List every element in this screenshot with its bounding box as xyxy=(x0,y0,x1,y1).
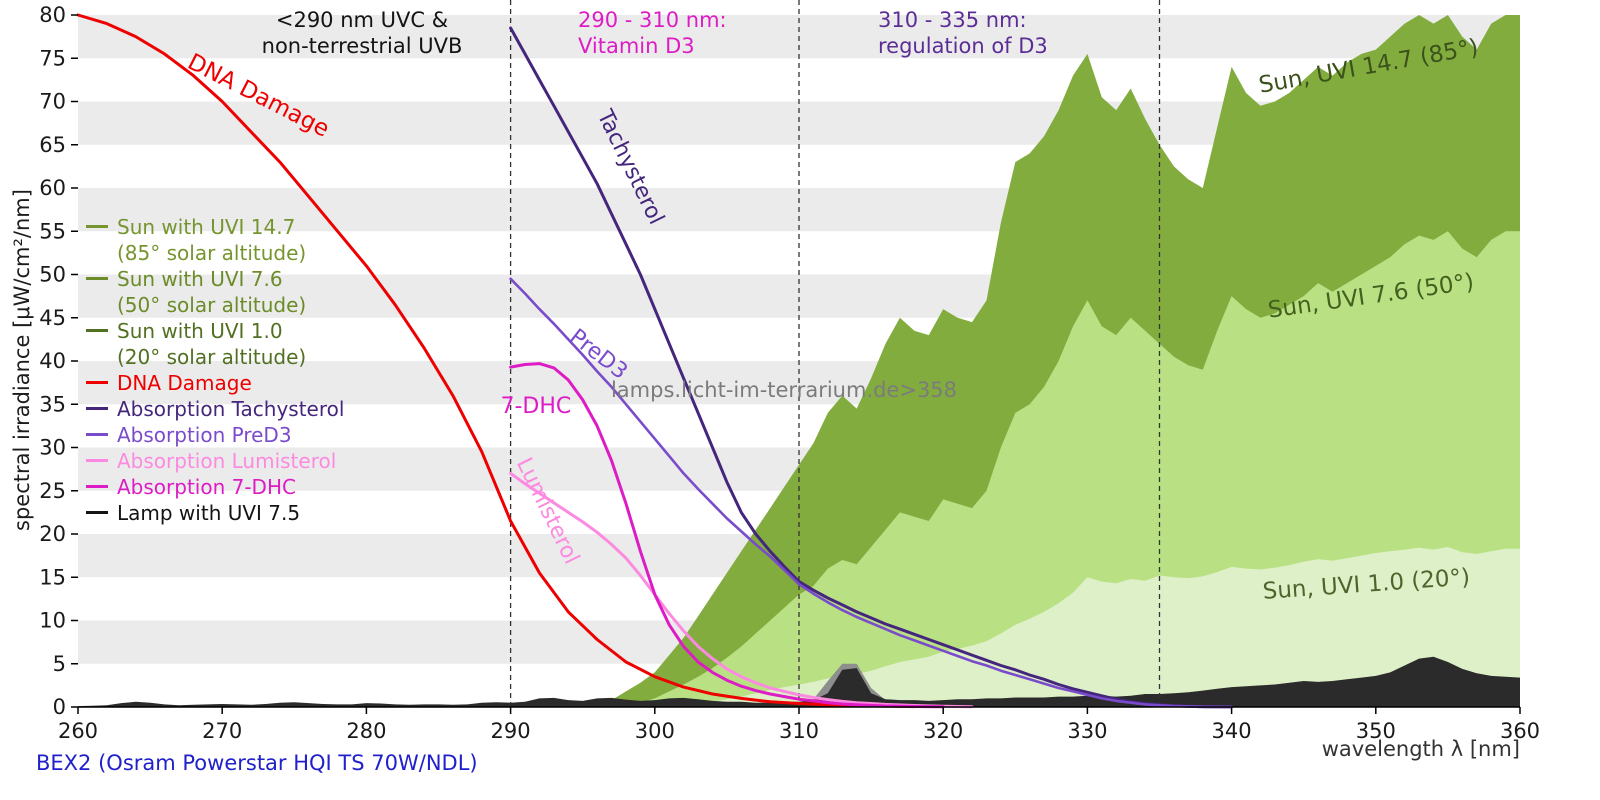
legend-item: DNA Damage xyxy=(86,370,344,396)
y-tick-label: 30 xyxy=(39,436,66,460)
x-tick-label: 330 xyxy=(1067,719,1107,743)
region-annotation: 310 - 335 nm: regulation of D3 xyxy=(878,8,1048,58)
legend-label: Absorption PreD3 xyxy=(117,423,292,447)
curve-label: 7-DHC xyxy=(501,394,572,419)
x-tick-label: 290 xyxy=(491,719,531,743)
legend-item: Absorption Tachysterol xyxy=(86,396,344,422)
series-absorption-pred3 xyxy=(509,277,1233,709)
series-dna-damage xyxy=(76,13,916,709)
x-tick-label: 300 xyxy=(635,719,675,743)
legend-label: Absorption 7-DHC xyxy=(117,475,296,499)
legend-sublabel: (85° solar altitude) xyxy=(117,241,307,265)
y-axis-title: spectral irradiance [μW/cm²/nm] xyxy=(10,189,34,531)
y-tick-label: 10 xyxy=(39,609,66,633)
region-annotation: 290 - 310 nm: Vitamin D3 xyxy=(578,8,727,58)
legend-swatch xyxy=(86,511,108,514)
y-tick-label: 35 xyxy=(39,392,66,416)
legend-sublabel: (20° solar altitude) xyxy=(117,345,307,369)
x-tick-label: 320 xyxy=(923,719,963,743)
legend-swatch xyxy=(86,329,108,332)
legend-swatch xyxy=(86,407,108,410)
x-tick-label: 270 xyxy=(202,719,242,743)
legend-label: Sun with UVI 14.7 xyxy=(117,215,296,239)
watermark: lamps.licht-im-terrarium.de>358 xyxy=(610,378,958,402)
legend-swatch xyxy=(86,381,108,384)
y-tick-label: 50 xyxy=(39,263,66,287)
legend-label: Absorption Lumisterol xyxy=(117,449,337,473)
legend-label: Sun with UVI 7.6 xyxy=(117,267,283,291)
x-axis-title: wavelength λ [nm] xyxy=(1321,737,1520,761)
y-tick-label: 65 xyxy=(39,133,66,157)
legend-item: Absorption 7-DHC xyxy=(86,474,344,500)
legend-item: Sun with UVI 1.0 xyxy=(86,318,344,344)
y-tick-label: 5 xyxy=(53,652,66,676)
x-tick-label: 280 xyxy=(346,719,386,743)
legend-label: Sun with UVI 1.0 xyxy=(117,319,283,343)
x-tick-label: 340 xyxy=(1212,719,1252,743)
legend-swatch xyxy=(86,277,108,280)
legend-item: Sun with UVI 14.7 xyxy=(86,214,344,240)
series-sun-uvi-1-0 xyxy=(683,547,1520,707)
y-tick-label: 60 xyxy=(39,176,66,200)
legend-sublabel: (50° solar altitude) xyxy=(117,293,307,317)
y-tick-label: 80 xyxy=(39,3,66,27)
region-annotation: <290 nm UVC & non-terrestrial UVB xyxy=(261,8,463,58)
y-tick-label: 70 xyxy=(39,90,66,114)
y-tick-label: 45 xyxy=(39,306,66,330)
series-absorption-7dhc xyxy=(509,362,945,709)
y-tick-label: 55 xyxy=(39,219,66,243)
lamp-name: BEX2 (Osram Powerstar HQI TS 70W/NDL) xyxy=(36,751,478,775)
legend-item: Absorption Lumisterol xyxy=(86,448,344,474)
legend-swatch xyxy=(86,225,108,228)
x-tick-label: 350 xyxy=(1356,719,1396,743)
legend-label: Lamp with UVI 7.5 xyxy=(117,501,301,525)
x-tick-label: 260 xyxy=(58,719,98,743)
series-absorption-lumisterol xyxy=(509,471,974,709)
legend-label: Absorption Tachysterol xyxy=(117,397,345,421)
y-tick-label: 40 xyxy=(39,349,66,373)
y-tick-label: 75 xyxy=(39,46,66,70)
y-tick-label: 0 xyxy=(53,695,66,719)
y-tick-label: 25 xyxy=(39,479,66,503)
legend: Sun with UVI 14.7 (85° solar altitude) Sun… xyxy=(86,214,344,526)
legend-swatch xyxy=(86,433,108,436)
legend-item: Sun with UVI 7.6 xyxy=(86,266,344,292)
x-tick-label: 310 xyxy=(779,719,819,743)
legend-label: DNA Damage xyxy=(117,371,252,395)
legend-item: Lamp with UVI 7.5 xyxy=(86,500,344,526)
series-absorption-tachysterol xyxy=(509,26,1234,709)
x-tick-label: 360 xyxy=(1500,719,1540,743)
legend-swatch xyxy=(86,459,108,462)
y-tick-label: 15 xyxy=(39,565,66,589)
y-tick-label: 20 xyxy=(39,522,66,546)
legend-item: Absorption PreD3 xyxy=(86,422,344,448)
legend-swatch xyxy=(86,485,108,488)
